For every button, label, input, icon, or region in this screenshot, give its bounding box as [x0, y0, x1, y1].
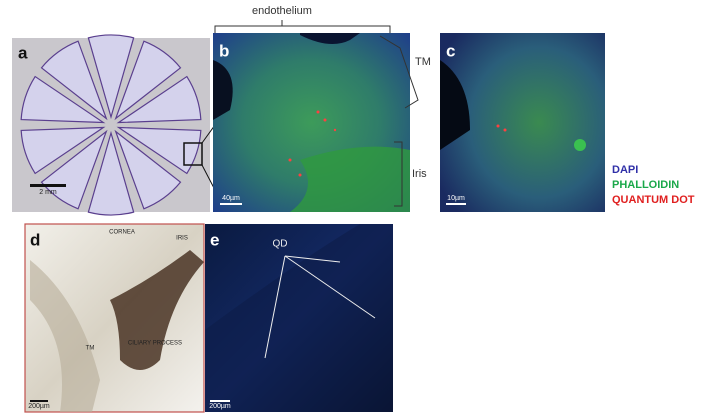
qd-dots	[496, 124, 507, 132]
inset-line	[201, 124, 216, 144]
scale-bar-label: 10µm	[447, 195, 465, 202]
inset-line	[201, 164, 216, 191]
wedge	[87, 34, 135, 120]
annotation: TM	[86, 346, 95, 352]
annotation: CILIARY PROCESS	[128, 341, 182, 347]
annotation: endothelium	[252, 5, 312, 17]
annotation: QD	[273, 239, 288, 250]
annotation: CORNEA	[109, 230, 135, 236]
bright-spot	[574, 139, 586, 151]
scale-bar	[30, 184, 66, 187]
arrows	[264, 255, 376, 359]
iris-region	[290, 146, 410, 212]
scale-bar-label: 2 mm	[39, 189, 57, 196]
qd-dots	[288, 110, 337, 177]
scale-bar-label: 200µm	[28, 403, 50, 410]
panel-label: b	[219, 41, 229, 60]
panel-label: c	[446, 41, 455, 60]
annotation: Iris	[412, 168, 427, 180]
inset-box	[183, 142, 203, 166]
tissue-region	[30, 260, 100, 412]
scale-bar	[220, 203, 242, 205]
annotation: IRIS	[176, 236, 188, 242]
dark-region	[440, 60, 470, 150]
wedge	[40, 40, 108, 121]
panel-label: a	[18, 43, 28, 62]
wedge	[87, 130, 135, 216]
scale-bar	[446, 203, 466, 205]
scale-bar-label: 40µm	[222, 195, 240, 202]
wedge	[114, 40, 182, 121]
wedge	[116, 126, 202, 175]
legend-entry: QUANTUM DOT	[612, 194, 695, 206]
wedge	[40, 129, 108, 210]
bracket	[214, 20, 391, 33]
scale-bar	[30, 400, 48, 402]
wedge	[114, 129, 182, 210]
tissue-flatmount	[20, 34, 202, 216]
panel-label: d	[30, 230, 40, 249]
panel-label: e	[210, 230, 219, 249]
scale-bar-label: 200µm	[209, 403, 231, 410]
dark-region	[300, 33, 360, 44]
wedge	[116, 75, 202, 124]
annotation: TM	[415, 56, 431, 68]
legend: DAPI PHALLOIDIN QUANTUM DOT	[612, 164, 695, 206]
dark-region	[213, 60, 233, 120]
bracket	[379, 35, 419, 109]
tissue-region	[205, 224, 393, 412]
bracket	[394, 141, 403, 207]
ciliary-region	[110, 250, 204, 370]
wedge	[20, 75, 106, 124]
wedge	[20, 126, 106, 175]
scale-bar	[210, 400, 230, 402]
legend-entry: PHALLOIDIN	[612, 179, 679, 191]
legend-entry: DAPI	[612, 164, 638, 176]
